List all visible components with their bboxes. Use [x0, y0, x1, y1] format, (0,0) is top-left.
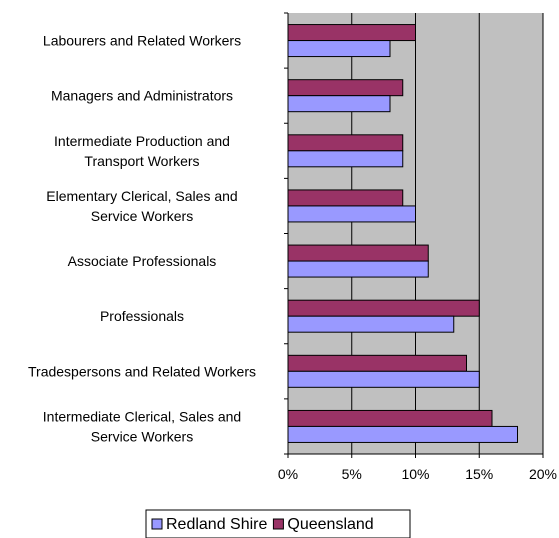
category-label: Elementary Clerical, Sales and Service Wo… — [46, 188, 237, 224]
category-label: Professionals — [100, 308, 184, 324]
category-label: Associate Professionals — [68, 253, 217, 269]
bar-redland-shire — [287, 315, 455, 333]
bar-queensland — [287, 189, 404, 207]
bar-redland-shire — [287, 260, 429, 278]
x-tick-label: 0% — [278, 466, 298, 482]
legend-swatch — [151, 518, 163, 530]
bar-queensland — [287, 79, 404, 97]
category-label: Managers and Administrators — [51, 88, 233, 104]
category-label: Intermediate Clerical, Sales and Service … — [43, 408, 241, 444]
x-tick-labels: 0% 5% 10% 15% 20% — [278, 466, 557, 482]
legend: Redland Shire Queensland — [145, 509, 411, 538]
bar-queensland — [287, 354, 467, 372]
bar-redland-shire — [287, 150, 404, 168]
x-tick-label: 10% — [401, 466, 429, 482]
axes — [284, 12, 544, 458]
bar-queensland — [287, 409, 493, 427]
category-label: Labourers and Related Workers — [43, 33, 241, 49]
bar-queensland — [287, 134, 404, 152]
bar-redland-shire — [287, 425, 518, 443]
bars — [287, 24, 518, 443]
bar-redland-shire — [287, 205, 416, 223]
bar-queensland — [287, 299, 480, 317]
category-label: Tradespersons and Related Workers — [28, 363, 256, 379]
x-tick-label: 15% — [465, 466, 493, 482]
legend-label: Queensland — [287, 516, 373, 533]
bar-queensland — [287, 24, 416, 42]
bar-redland-shire — [287, 95, 391, 113]
legend-label: Redland Shire — [166, 516, 268, 533]
x-tick-label: 20% — [529, 466, 557, 482]
x-tick-label: 5% — [342, 466, 362, 482]
bar-redland-shire — [287, 370, 480, 388]
category-label: Intermediate Production and Transport Wor… — [54, 133, 230, 169]
bar-queensland — [287, 244, 429, 262]
legend-swatch — [272, 518, 284, 530]
category-labels: Labourers and Related Workers Managers an… — [28, 33, 256, 445]
bar-redland-shire — [287, 40, 391, 58]
